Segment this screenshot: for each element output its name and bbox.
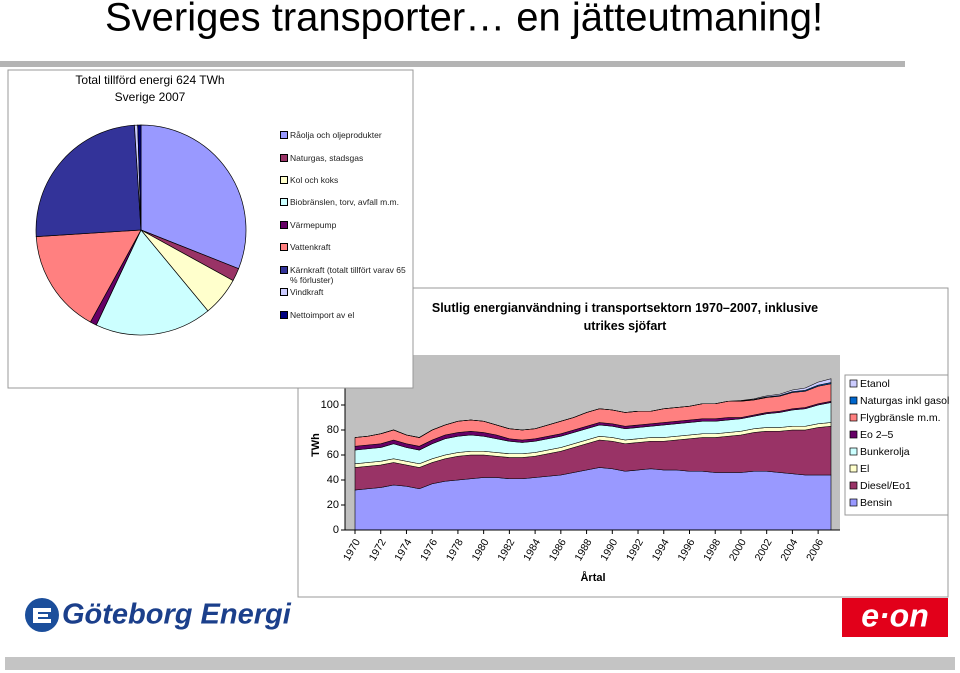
legend-label: Kol och koks: [290, 175, 339, 185]
y-tick-label: 60: [327, 449, 339, 461]
legend-label: Flygbränsle m.m.: [860, 412, 941, 424]
pie-title: Total tillförd energi 624 TWh: [75, 73, 224, 87]
legend-label: Etanol: [860, 378, 890, 390]
legend-label: Naturgas, stadsgas: [290, 153, 364, 163]
y-tick-label: 40: [327, 474, 339, 486]
legend-label: Bunkerolja: [860, 446, 910, 458]
pie-slice: [137, 124, 142, 231]
legend-item: Vattenkraft: [280, 242, 412, 252]
pie-chart: Total tillförd energi 624 TWh Sverige 200…: [35, 73, 247, 336]
y-tick-label: 100: [321, 399, 339, 411]
legend-item: Kol och koks: [280, 175, 412, 185]
legend-swatch: [280, 266, 288, 274]
legend-box: [844, 374, 949, 516]
legend-swatch: [849, 498, 858, 507]
legend-swatch: [280, 198, 288, 206]
legend-swatch: [280, 176, 288, 184]
legend-item: Kärnkraft (totalt tillfört varav 65 % fö…: [280, 265, 412, 285]
legend-swatch: [849, 396, 858, 405]
legend-label: Kärnkraft (totalt tillfört varav 65 % fö…: [290, 265, 406, 285]
pie-slice: [140, 124, 247, 270]
legend-label: Nettoimport av el: [290, 310, 355, 320]
legend-label: Diesel/Eo1: [860, 480, 911, 492]
y-axis-label: TWh: [310, 433, 322, 457]
legend-item: Råolja och oljeprodukter: [280, 130, 412, 140]
slide-title: Sveriges transporter… en jätteutmaning!: [105, 0, 823, 40]
legend-swatch: [280, 221, 288, 229]
legend-swatch: [849, 430, 858, 439]
legend-item: Vindkraft: [280, 287, 412, 297]
legend-swatch: [280, 243, 288, 251]
legend-swatch: [849, 379, 858, 388]
legend-swatch: [849, 464, 858, 473]
legend-item: Naturgas, stadsgas: [280, 153, 412, 163]
x-axis-label: Årtal: [580, 571, 605, 584]
pie-subtitle: Sverige 2007: [115, 90, 186, 104]
legend-label: Eo 2–5: [860, 429, 893, 441]
area-series: [354, 378, 832, 438]
legend-item: Nettoimport av el: [280, 310, 412, 320]
pie-slice: [35, 229, 142, 323]
pie-slice: [95, 229, 209, 336]
pie-slice: [35, 124, 142, 237]
legend-label: Råolja och oljeprodukter: [290, 130, 382, 140]
legend-label: El: [860, 463, 869, 475]
legend-label: Biobränslen, torv, avfall m.m.: [290, 197, 399, 207]
logo-text: Göteborg Energi: [62, 599, 292, 631]
legend-swatch: [849, 481, 858, 490]
legend-label: Vindkraft: [290, 287, 324, 297]
y-tick-label: 80: [327, 424, 339, 436]
eon-logo: [842, 598, 948, 637]
legend-swatch: [280, 131, 288, 139]
legend-swatch: [280, 311, 288, 319]
legend-label: Bensin: [860, 497, 892, 509]
logo-icon-mark: [33, 608, 51, 623]
y-tick-label: 20: [327, 499, 339, 511]
area-chart-title: Slutlig energianvändning i transportsekt…: [431, 301, 819, 333]
legend-label: Värmepump: [290, 220, 337, 230]
eon-logo-text: e·on: [861, 597, 929, 633]
y-tick-label: 0: [333, 524, 339, 536]
header-band: [0, 61, 905, 67]
legend-label: Naturgas inkl gasol: [860, 395, 949, 407]
legend-swatch: [849, 413, 858, 422]
legend-swatch: [280, 288, 288, 296]
legend-item: Biobränslen, torv, avfall m.m.: [280, 197, 412, 207]
legend-label: Vattenkraft: [290, 242, 331, 252]
legend-item: Värmepump: [280, 220, 412, 230]
legend-swatch: [849, 447, 858, 456]
legend-swatch: [280, 154, 288, 162]
footer-band: [5, 657, 955, 670]
